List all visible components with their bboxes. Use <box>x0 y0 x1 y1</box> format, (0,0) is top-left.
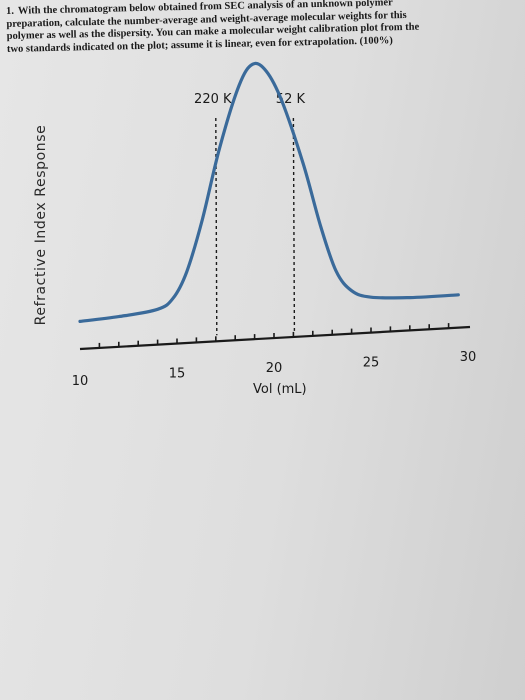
standard-label: 220 K <box>194 92 232 107</box>
y-axis-label: Refractive Index Response <box>33 125 49 326</box>
x-tick-label: 15 <box>169 367 186 382</box>
x-tick-label: 20 <box>266 361 283 376</box>
x-axis-title: Vol (mL) <box>253 382 307 397</box>
x-tick-label: 25 <box>363 356 380 371</box>
standard-marker-line <box>292 117 296 331</box>
x-axis-line <box>79 325 471 351</box>
x-tick-label: 30 <box>460 350 477 365</box>
chromatogram-curve <box>78 61 460 323</box>
standard-marker-line <box>215 117 218 336</box>
x-tick-label: 10 <box>72 374 89 389</box>
